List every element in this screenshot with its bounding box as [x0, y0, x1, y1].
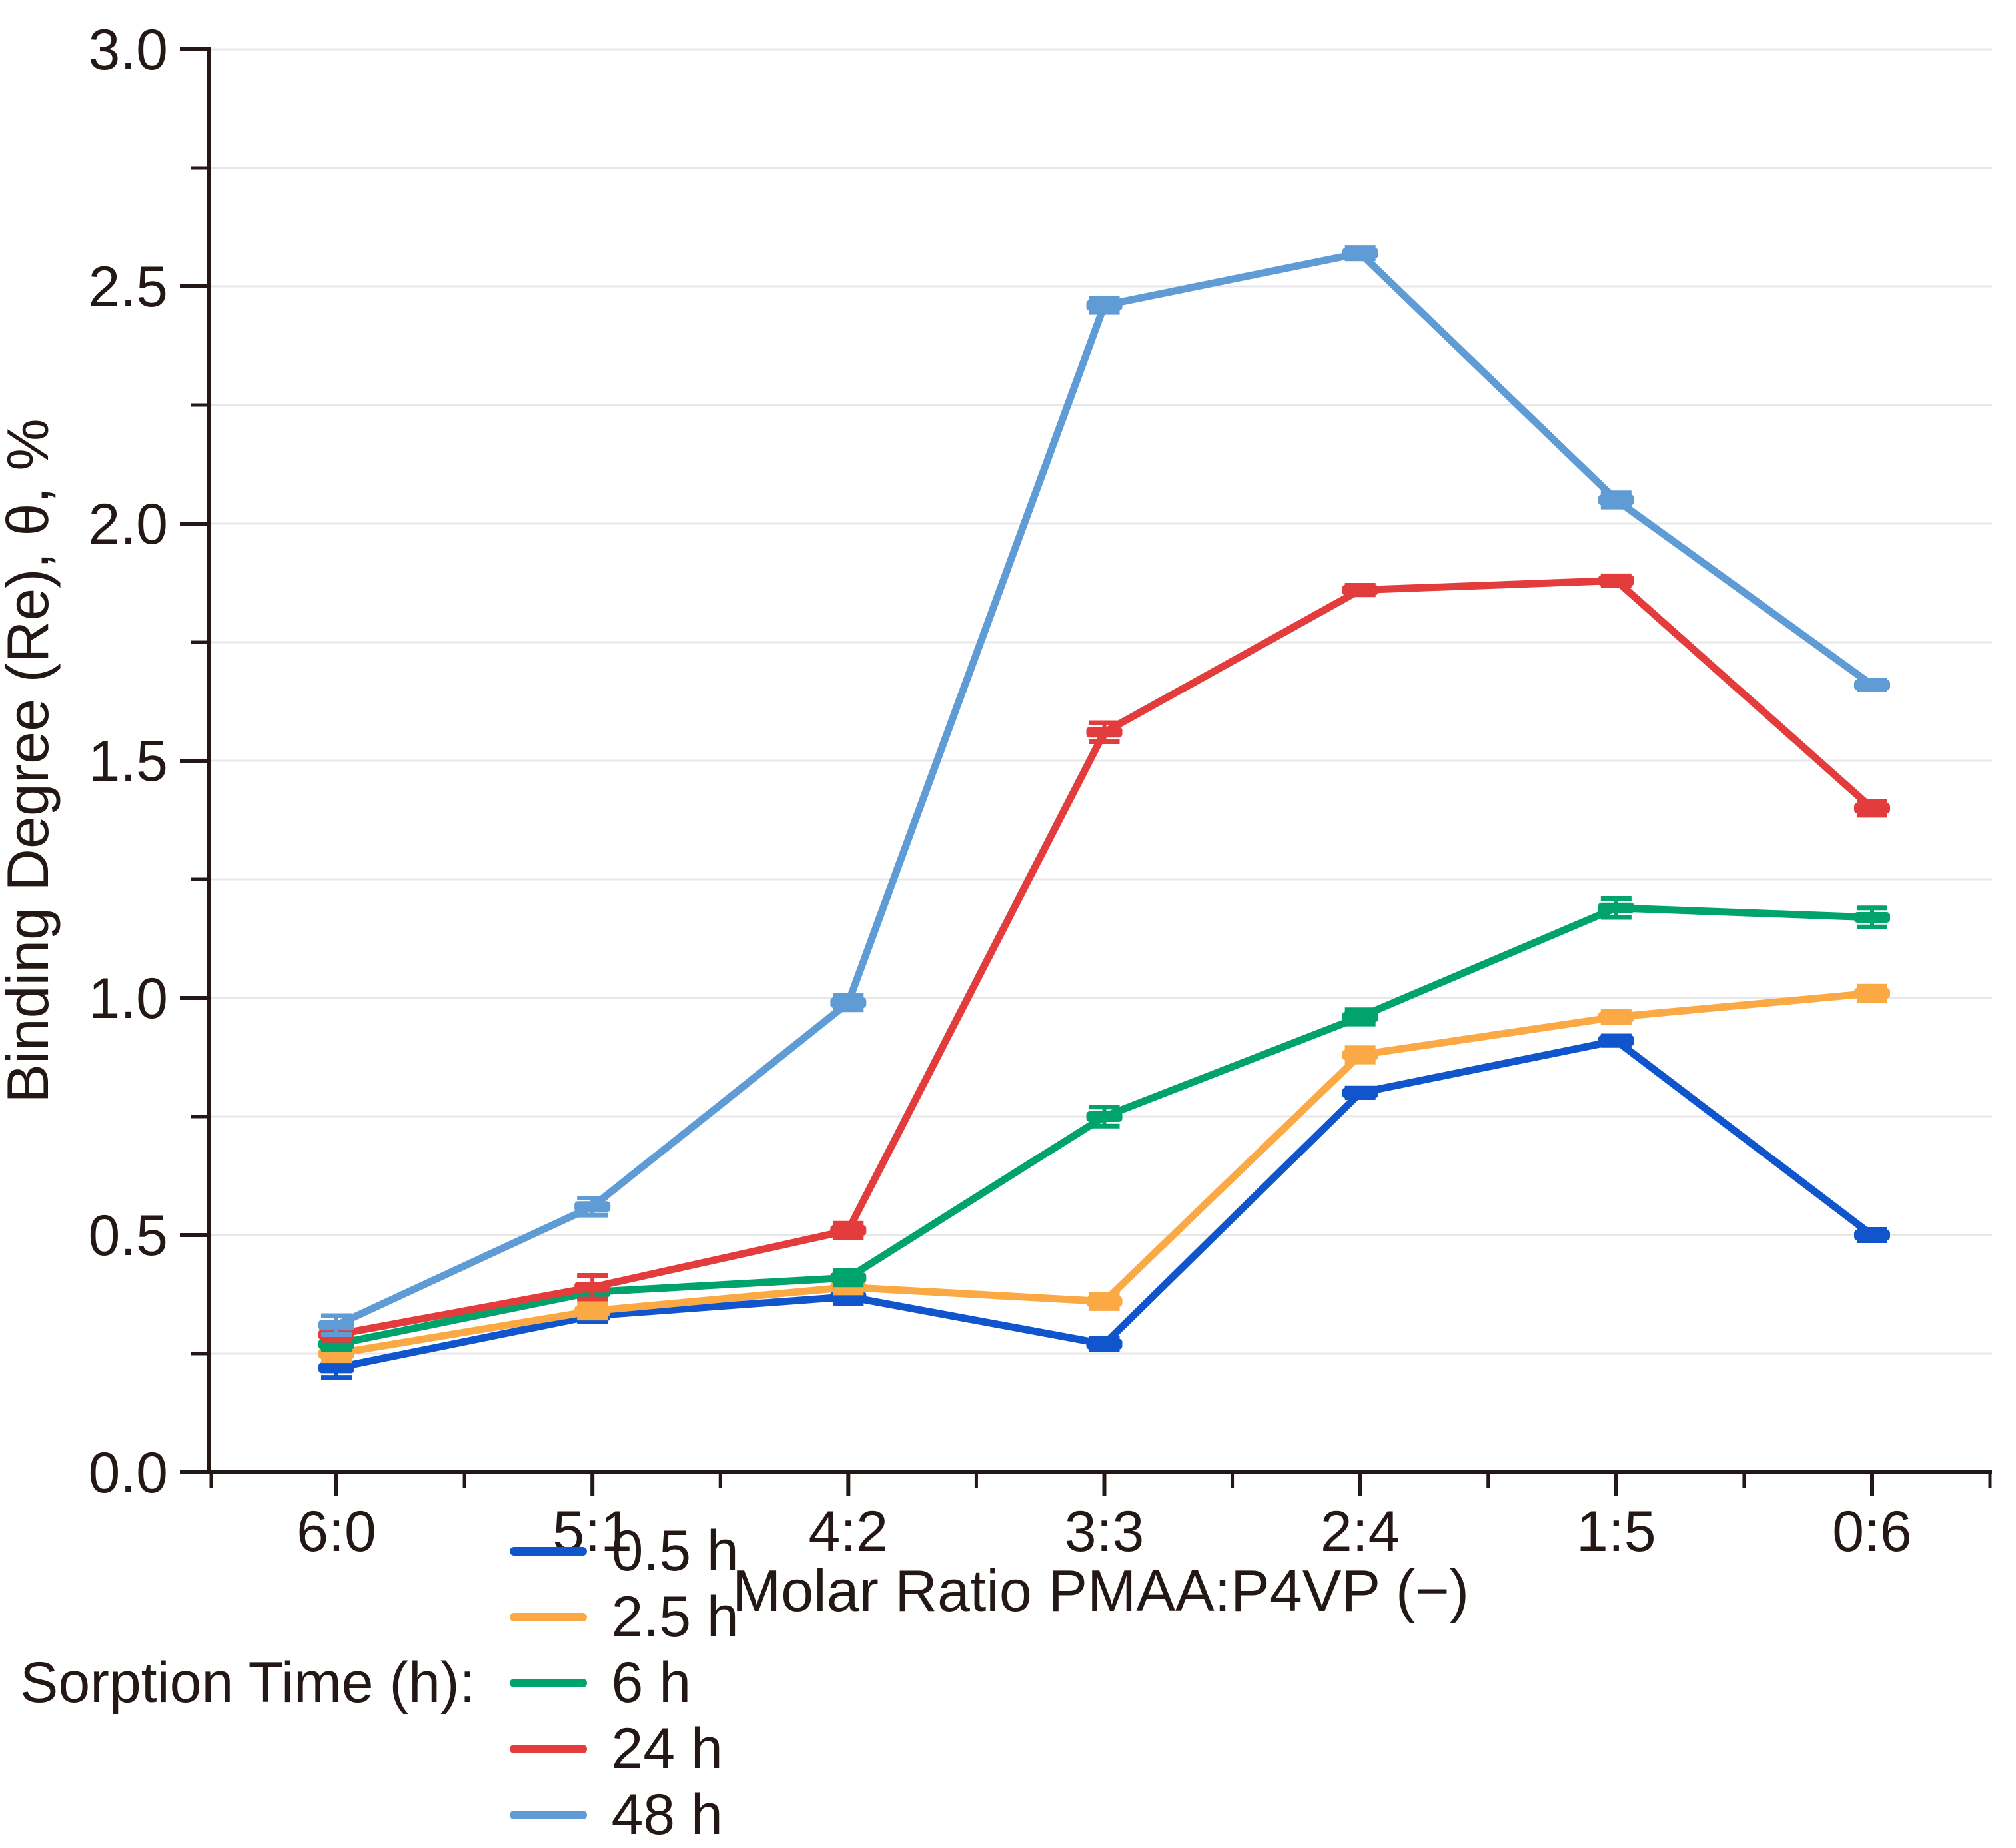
y-tick-label: 2.5 [88, 255, 168, 319]
data-point-marker [1598, 1035, 1634, 1047]
legend-swatch-2-5-h [510, 1612, 588, 1621]
y-axis-title: Binding Degree (Re), θ, % [0, 418, 61, 1103]
x-tick-label: 2:4 [1320, 1500, 1400, 1564]
data-point-marker [1342, 248, 1378, 259]
series-48-h [318, 245, 1890, 1338]
data-point-marker [1598, 902, 1634, 913]
legend-item-label: 0.5 h [611, 1518, 739, 1583]
chart-figure: 0.0 0.5 1.0 1.5 2.0 2.5 3.0 6:0 5:1 4:2 3:3 2:4 1:5 0… [0, 18, 1992, 1847]
x-tick-label: 6:0 [296, 1500, 376, 1564]
legend-item-48-h: 48 h [510, 1782, 807, 1848]
data-point-marker [1086, 1111, 1123, 1122]
y-axis-ticks: 0.0 0.5 1.0 1.5 2.0 2.5 3.0 [88, 18, 209, 1505]
data-point-marker [1086, 1296, 1123, 1307]
data-point-marker [318, 1362, 354, 1374]
y-tick-label: 2.0 [88, 492, 168, 556]
data-point-marker [1086, 727, 1123, 738]
legend-item-label: 24 h [611, 1716, 723, 1781]
data-point-marker [1854, 987, 1890, 999]
legend-swatch-48-h [510, 1810, 588, 1819]
data-point-marker [830, 1224, 867, 1236]
legend-item-label: 6 h [611, 1650, 692, 1715]
legend-title: Sorption Time (h): [20, 1650, 476, 1715]
x-axis-ticks: 6:0 5:1 4:2 3:3 2:4 1:5 0:6 [209, 1472, 1992, 1564]
legend-item-0-5-h: 0.5 h [510, 1518, 739, 1584]
y-tick-label: 3.0 [88, 18, 168, 82]
series-0-5-h [318, 1033, 1890, 1380]
data-point-marker [1342, 1011, 1378, 1023]
y-tick-label: 0.0 [88, 1441, 168, 1505]
line-chart: 0.00.51.01.52.02.53.06:0 5:1 4:2 3:3 2:4 1:5 0… [0, 18, 1992, 1623]
data-point-marker [1086, 300, 1123, 311]
x-tick-label: 3:3 [1065, 1500, 1145, 1564]
data-point-marker [574, 1201, 611, 1212]
legend-swatch-6-h [510, 1678, 588, 1687]
legend-item-24-h: 24 h [510, 1716, 738, 1782]
y-tick-label: 0.5 [88, 1204, 168, 1268]
y-tick-label: 1.0 [88, 967, 168, 1031]
data-point-marker [1598, 1011, 1634, 1023]
data-point-marker [1342, 584, 1378, 596]
y-tick-label: 1.5 [88, 729, 168, 793]
data-point-marker [830, 1272, 867, 1284]
data-point-marker [574, 1305, 611, 1316]
data-point-marker [1086, 1338, 1123, 1350]
data-point-marker [1854, 1230, 1890, 1240]
series-2-5-h [318, 983, 1890, 1364]
gridlines [209, 48, 1992, 1355]
series-line [332, 249, 1876, 1329]
data-point-marker [1854, 911, 1890, 923]
data-point-marker [1598, 575, 1634, 586]
x-tick-label: 0:6 [1832, 1500, 1912, 1564]
data-point-marker [1854, 803, 1890, 814]
legend-item-label: 2.5 h [611, 1584, 739, 1649]
data-point-marker [1342, 1049, 1378, 1061]
series-6-h [318, 895, 1890, 1352]
x-axis-title: Molar Ratio PMAA:P4VP (−) [732, 1558, 1469, 1623]
legend-item-label: 48 h [611, 1782, 723, 1847]
legend-swatch-0-5-h [510, 1546, 588, 1556]
x-tick-label: 1:5 [1576, 1500, 1656, 1564]
x-tick-label: 4:2 [809, 1500, 889, 1564]
legend-item-2-5-h: 2.5 h [510, 1584, 739, 1650]
legend-item-6-h: 6 h [510, 1650, 738, 1716]
data-point-marker [830, 997, 867, 1009]
data-point-marker [1854, 680, 1890, 691]
data-point-marker [1342, 1087, 1378, 1099]
data-point-marker [318, 1320, 354, 1331]
legend-swatch-24-h [510, 1744, 588, 1753]
data-point-marker [574, 1282, 611, 1293]
data-point-marker [1598, 494, 1634, 506]
